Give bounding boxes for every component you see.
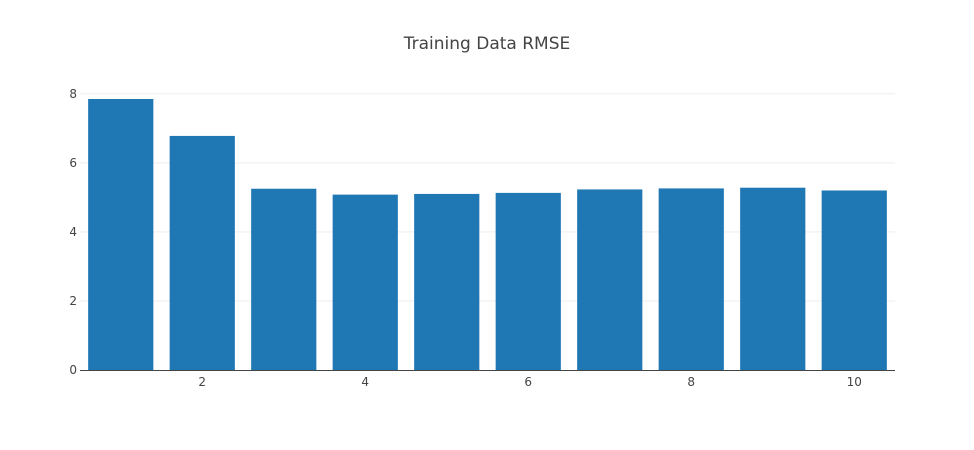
x-tick-label: 2 <box>198 375 206 389</box>
bars <box>88 98 887 370</box>
bar-4[interactable] <box>332 194 398 370</box>
y-tick-label: 2 <box>69 294 77 308</box>
y-tick-label: 6 <box>69 156 77 170</box>
y-tick-label: 8 <box>69 87 77 101</box>
bar-2[interactable] <box>169 135 235 370</box>
y-axis-ticks: 0 2 4 6 8 <box>69 87 77 377</box>
x-tick-label: 10 <box>847 375 862 389</box>
x-tick-label: 4 <box>361 375 369 389</box>
chart-title: Training Data RMSE <box>403 34 571 54</box>
x-tick-label: 6 <box>524 375 532 389</box>
x-axis-ticks: 2 4 6 8 10 <box>198 375 861 389</box>
bar-8[interactable] <box>658 188 724 370</box>
bar-7[interactable] <box>577 189 643 370</box>
bar-1[interactable] <box>88 98 154 370</box>
bar-10[interactable] <box>821 190 887 370</box>
y-tick-label: 4 <box>69 225 77 239</box>
bar-5[interactable] <box>414 193 480 370</box>
bar-9[interactable] <box>740 187 806 370</box>
bar-6[interactable] <box>495 192 561 370</box>
x-tick-label: 8 <box>687 375 695 389</box>
y-tick-label: 0 <box>69 363 77 377</box>
bar-3[interactable] <box>251 188 317 370</box>
